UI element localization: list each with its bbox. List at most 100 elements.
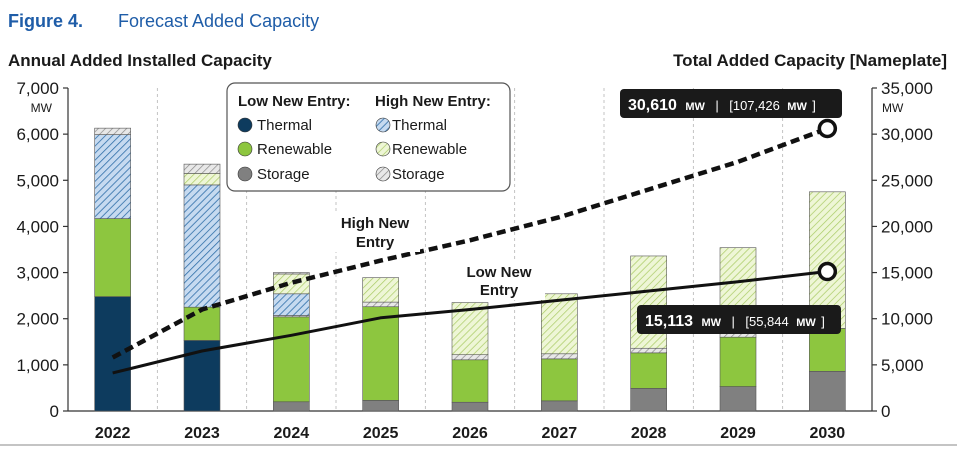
low-callout-bracket: [55,844 — [745, 314, 788, 329]
legend-low-storage-label: Storage — [257, 166, 310, 183]
legend-high-renewable-swatch — [375, 141, 391, 157]
x-tick-label: 2028 — [631, 425, 667, 442]
low-callout-sep: | — [732, 314, 735, 329]
svg-text:15,113 MW |: 15,113 MW | [55,844 MW ] — [645, 313, 825, 330]
right-tick-label: 30,000 — [881, 125, 933, 144]
bar-segment-high-renewable — [183, 173, 221, 186]
bar-segment-low-renewable — [630, 352, 667, 389]
x-tick-label: 2026 — [452, 425, 488, 442]
bar-segment-high-storage — [94, 127, 131, 135]
bar-segment-high-renewable — [273, 273, 310, 295]
high-callout-bracket-unit: MW — [787, 101, 807, 113]
low-entry-line — [112, 270, 828, 375]
legend-high-thermal-label: Thermal — [392, 117, 447, 134]
left-tick-label: 5,000 — [16, 171, 59, 190]
x-tick-label: 2029 — [720, 425, 756, 442]
legend-low-renewable-label: Renewable — [257, 141, 332, 158]
bar-segment-low-renewable — [451, 359, 489, 403]
bar-segment-high-storage — [451, 354, 489, 361]
x-tick-label: 2024 — [274, 425, 310, 442]
high-entry-line — [111, 126, 829, 360]
bar-segment-low-thermal — [94, 296, 131, 412]
right-tick-label: 20,000 — [881, 217, 933, 236]
high-callout-close: ] — [812, 98, 816, 113]
bar-segment-low-thermal — [183, 340, 221, 412]
low-label-bg — [455, 262, 545, 300]
low-total-callout: 15,113 MW | [55,844 MW ] — [637, 305, 841, 334]
bar-segment-high-storage — [630, 347, 667, 354]
low-callout-box — [637, 305, 841, 334]
low-entry-label-line2: Entry — [480, 282, 519, 299]
bar-segment-high-thermal — [94, 134, 131, 219]
bar-segment-high-thermal — [273, 293, 310, 316]
bar-segment-low-renewable — [719, 336, 757, 387]
bars — [94, 127, 846, 412]
bar-segment-low-renewable — [273, 316, 310, 403]
bar-segment-low-storage — [451, 401, 489, 412]
legend-low-thermal-label: Thermal — [257, 117, 312, 134]
left-tick-label: 2,000 — [16, 310, 59, 329]
legend-low-storage-swatch — [237, 166, 253, 182]
x-tick-label: 2022 — [95, 425, 131, 442]
high-callout-value: 30,610 — [628, 97, 677, 114]
legend-high-storage-label: Storage — [392, 166, 445, 183]
high-callout-unit: MW — [685, 101, 705, 113]
legend-high-storage-swatch — [375, 166, 391, 182]
legend-low-renewable-swatch — [237, 141, 253, 157]
figure-title: Forecast Added Capacity — [118, 11, 319, 31]
right-tick-label: 0 — [881, 402, 890, 421]
bar-segment-low-storage — [809, 371, 846, 412]
low-callout-bracket-unit: MW — [796, 317, 816, 329]
left-tick-label: 1,000 — [16, 356, 59, 375]
bar-segment-high-storage — [183, 163, 221, 174]
line-annotations: High New Entry Low New Entry — [330, 212, 545, 300]
right-tick-label: 35,000 — [881, 79, 933, 98]
legend-low-header: Low New Entry: — [238, 93, 351, 110]
bar-segment-low-storage — [630, 388, 667, 412]
high-callout-bracket: [107,426 — [729, 98, 780, 113]
high-label-bg — [330, 212, 420, 252]
high-entry-label-line2: Entry — [356, 234, 395, 251]
legend-low-thermal-swatch — [237, 117, 253, 133]
legend-high-thermal-swatch — [375, 117, 391, 133]
right-tick-label: 15,000 — [881, 264, 933, 283]
bar-segment-low-renewable — [362, 306, 399, 401]
x-tick-label: 2030 — [810, 425, 846, 442]
bar-segment-high-renewable — [630, 255, 667, 349]
low-callout-value: 15,113 — [645, 313, 693, 330]
right-axis-title: Total Added Capacity [Nameplate] — [673, 51, 947, 70]
low-callout-close: ] — [821, 314, 825, 329]
left-tick-label: 7,000 — [16, 79, 59, 98]
left-tick-label: 0 — [50, 402, 59, 421]
bar-segment-low-renewable — [183, 306, 221, 341]
right-tick-label: 5,000 — [881, 356, 924, 375]
left-unit-label: MW — [31, 101, 53, 115]
bar-segment-high-thermal — [183, 184, 221, 308]
bar-segment-low-renewable — [541, 358, 578, 402]
left-tick-label: 3,000 — [16, 264, 59, 283]
bar-segment-low-storage — [273, 401, 310, 412]
bar-segment-high-storage — [541, 353, 578, 360]
legend: Low New Entry: High New Entry: Thermal R… — [226, 82, 511, 192]
high-entry-line-endpoint — [817, 118, 838, 139]
bar-segment-high-storage — [273, 272, 310, 275]
bar-segment-high-renewable — [362, 277, 399, 303]
total-lines — [111, 118, 838, 375]
x-tick-label: 2023 — [184, 425, 220, 442]
bar-segment-low-storage — [719, 386, 757, 412]
high-callout-sep: | — [715, 98, 718, 113]
left-tick-label: 6,000 — [16, 125, 59, 144]
low-callout-unit: MW — [702, 317, 722, 329]
left-axis-title: Annual Added Installed Capacity — [8, 51, 272, 70]
bar-segment-high-storage — [362, 301, 399, 308]
bar-segment-high-renewable — [541, 293, 578, 355]
high-entry-label-line1: High New — [341, 215, 410, 232]
bar-segment-low-storage — [362, 400, 399, 412]
tick-labels: 0 1,000 2,000 3,000 4,000 5,000 6,000 7,000 0 5,0… — [16, 79, 933, 442]
right-tick-label: 25,000 — [881, 171, 933, 190]
left-tick-label: 4,000 — [16, 217, 59, 236]
high-total-callout: 30,610 MW | [107,426 MW ] — [620, 89, 842, 118]
legend-high-renewable-label: Renewable — [392, 141, 467, 158]
bar-segment-low-renewable — [809, 328, 846, 372]
